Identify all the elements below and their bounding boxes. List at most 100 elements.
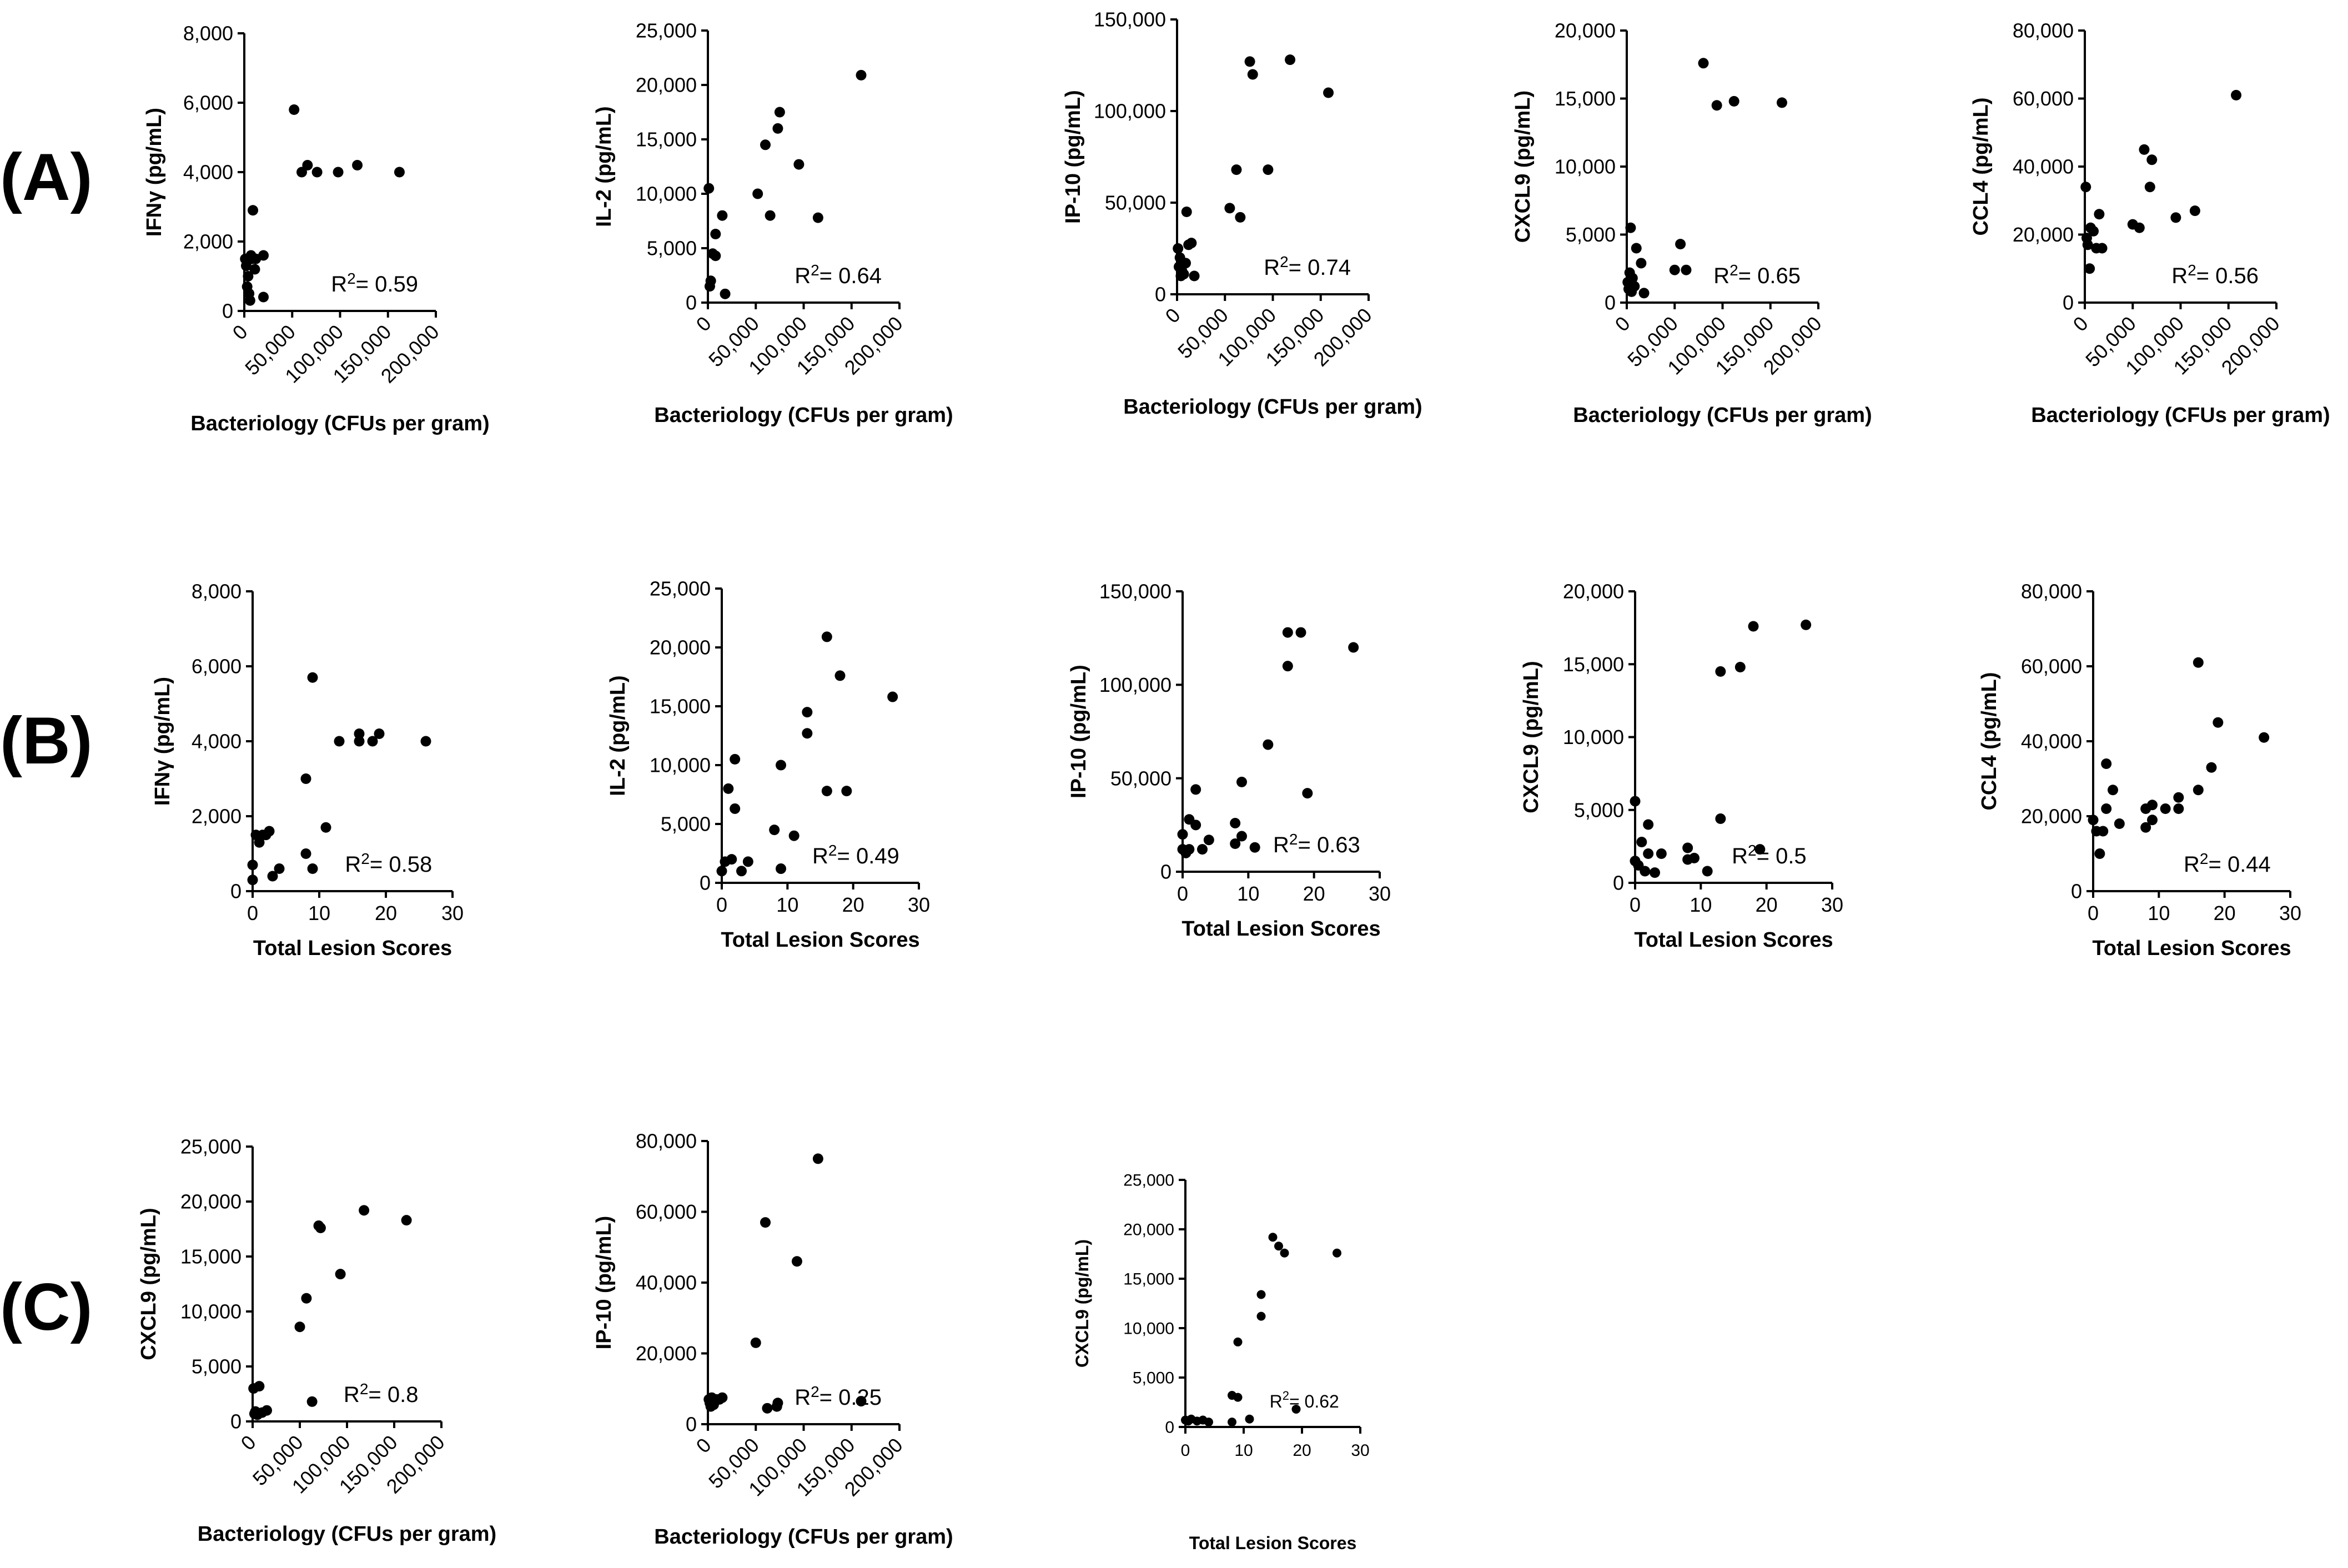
data-point xyxy=(274,863,285,874)
data-point xyxy=(1656,848,1667,859)
data-point xyxy=(1643,848,1654,859)
data-point xyxy=(2134,222,2145,233)
y-tick-label: 6,000 xyxy=(183,92,233,114)
data-point xyxy=(2094,209,2105,220)
y-tick-label: 0 xyxy=(230,1410,242,1433)
data-point xyxy=(307,672,318,683)
data-point xyxy=(334,736,345,747)
x-axis-label: Total Lesion Scores xyxy=(2092,937,2291,960)
y-tick-label: 40,000 xyxy=(636,1272,697,1294)
data-point xyxy=(1348,642,1359,653)
y-tick-label: 80,000 xyxy=(636,1130,697,1153)
chart-panel-c3: 0 5,000 10,000 15,000 20,000 25,000 0 10 20 30 Tot… xyxy=(1072,1172,1370,1554)
r-squared-annotation: R2= 0.58 xyxy=(345,850,432,877)
y-tick-label: 15,000 xyxy=(1555,87,1616,110)
y-tick-label: 20,000 xyxy=(636,74,697,97)
x-tick-label: 10 xyxy=(1234,1441,1253,1460)
y-tick-label: 0 xyxy=(1605,292,1616,314)
y-tick-label: 15,000 xyxy=(180,1245,242,1268)
data-point xyxy=(1285,54,1296,66)
data-point xyxy=(1231,164,1242,175)
data-point xyxy=(2146,154,2158,165)
x-axis-label: Total Lesion Scores xyxy=(1189,1533,1357,1553)
x-tick-label: 0 xyxy=(1611,312,1635,336)
r-squared-annotation: R2= 0.25 xyxy=(795,1383,882,1410)
data-point xyxy=(1268,1233,1278,1242)
data-point xyxy=(776,760,786,771)
y-tick-label: 6,000 xyxy=(192,655,242,678)
data-point xyxy=(821,631,832,642)
data-point xyxy=(333,167,344,178)
y-tick-label: 50,000 xyxy=(1110,767,1172,790)
data-point xyxy=(240,260,252,272)
data-point xyxy=(1280,1248,1289,1258)
y-tick-label: 150,000 xyxy=(1094,8,1166,31)
y-tick-label: 80,000 xyxy=(2021,580,2082,603)
data-point xyxy=(1236,831,1247,842)
row-label-a: (A) xyxy=(0,140,93,214)
data-point xyxy=(1236,776,1247,787)
data-point xyxy=(1197,844,1208,855)
y-tick-label: 0 xyxy=(230,880,242,903)
y-axis-label: CCL4 (pg/mL) xyxy=(1969,97,1993,235)
data-point xyxy=(1675,239,1686,250)
x-axis-label: Bacteriology (CFUs per gram) xyxy=(1573,404,1872,427)
y-tick-label: 0 xyxy=(2063,292,2074,314)
data-point xyxy=(1291,1404,1301,1414)
r-squared-annotation: R2= 0.63 xyxy=(1273,831,1360,857)
data-point xyxy=(248,205,259,216)
y-tick-label: 0 xyxy=(700,872,711,894)
data-point xyxy=(2094,848,2105,859)
data-point xyxy=(1669,264,1680,275)
data-point xyxy=(254,1381,265,1392)
data-point xyxy=(1274,1242,1283,1251)
data-point xyxy=(249,264,260,275)
x-tick-label: 0 xyxy=(228,320,252,344)
data-point xyxy=(1230,838,1241,849)
data-point xyxy=(2193,785,2204,796)
data-point xyxy=(1630,796,1641,807)
data-point xyxy=(710,250,721,262)
x-tick-label: 20 xyxy=(1756,893,1778,916)
y-tick-label: 15,000 xyxy=(636,128,697,151)
data-point xyxy=(420,736,431,747)
x-axis-label: Total Lesion Scores xyxy=(721,928,919,952)
x-axis-label: Bacteriology (CFUs per gram) xyxy=(1123,395,1422,419)
y-tick-label: 20,000 xyxy=(1123,1221,1174,1239)
data-point xyxy=(1186,238,1197,249)
x-axis-label: Total Lesion Scores xyxy=(1634,928,1833,952)
chart-panel-c1: 05,00010,00015,00020,00025,000050,000100… xyxy=(137,1135,496,1546)
data-point xyxy=(765,210,776,221)
y-axis-label: IP-10 (pg/mL) xyxy=(592,1216,616,1350)
data-point xyxy=(306,1396,318,1407)
x-axis-label: Bacteriology (CFUs per gram) xyxy=(198,1522,496,1546)
data-point xyxy=(1228,1418,1236,1427)
x-axis-label: Total Lesion Scores xyxy=(1181,917,1380,941)
y-tick-label: 40,000 xyxy=(2021,730,2082,753)
data-point xyxy=(1203,835,1214,846)
data-point xyxy=(401,1215,412,1226)
y-tick-label: 5,000 xyxy=(192,1355,242,1378)
data-point xyxy=(262,1405,272,1416)
data-point xyxy=(2259,732,2270,743)
data-point xyxy=(243,271,254,282)
data-point xyxy=(1715,666,1726,677)
x-tick-label: 30 xyxy=(1351,1441,1369,1460)
data-point xyxy=(2160,803,2171,814)
data-point xyxy=(1189,270,1200,282)
data-point xyxy=(1256,1290,1266,1299)
data-point xyxy=(1295,627,1306,638)
y-tick-label: 0 xyxy=(1155,283,1166,306)
y-tick-label: 4,000 xyxy=(192,730,242,753)
data-point xyxy=(2147,800,2158,811)
data-point xyxy=(2193,657,2204,668)
y-tick-label: 20,000 xyxy=(1555,19,1616,42)
y-tick-label: 100,000 xyxy=(1099,674,1172,696)
data-point xyxy=(1178,269,1189,280)
data-point xyxy=(300,848,311,859)
y-tick-label: 0 xyxy=(686,292,697,314)
y-tick-label: 10,000 xyxy=(636,183,697,205)
x-axis-label: Bacteriology (CFUs per gram) xyxy=(2031,404,2330,427)
data-point xyxy=(812,212,823,223)
